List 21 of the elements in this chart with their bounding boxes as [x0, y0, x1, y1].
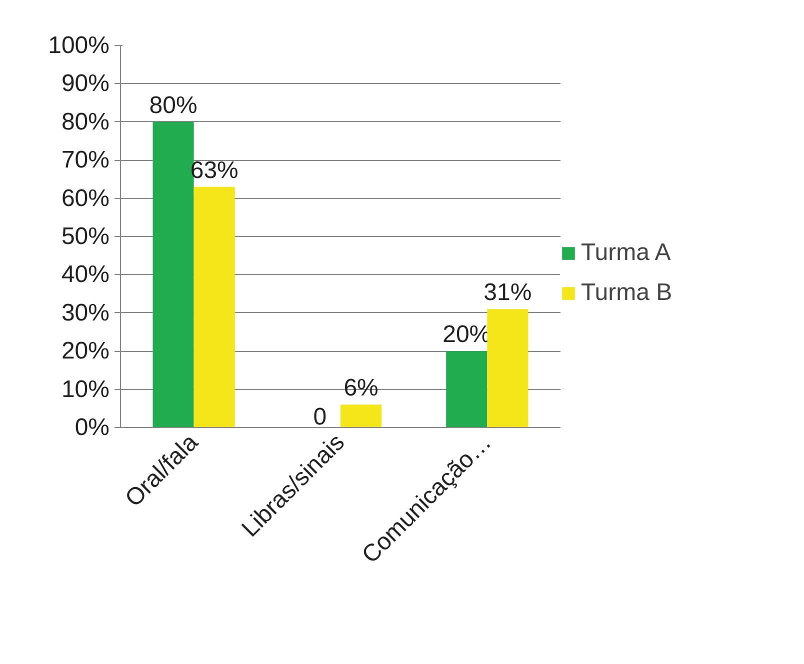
bar	[194, 186, 235, 428]
legend-label: Turma B	[581, 279, 672, 307]
legend-label: Turma A	[581, 239, 671, 267]
data-label: 0	[313, 404, 327, 430]
data-label: 31%	[484, 279, 532, 306]
y-tick-label: 80%	[61, 108, 110, 136]
data-label: 6%	[344, 374, 378, 402]
y-tick-label: 20%	[61, 338, 110, 365]
bar	[487, 309, 528, 428]
y-tick-label: 50%	[61, 223, 110, 250]
y-tick-label: 40%	[61, 261, 110, 288]
y-tick-label: 30%	[61, 299, 110, 326]
bar	[340, 404, 382, 428]
y-tick-label: 90%	[61, 70, 110, 98]
bar	[446, 351, 488, 428]
y-tick-label: 70%	[61, 146, 110, 174]
data-label: 80%	[149, 92, 198, 119]
y-tick-label: 10%	[61, 376, 110, 403]
y-tick-label: 100%	[48, 32, 110, 59]
y-tick-label: 60%	[61, 184, 110, 212]
y-tick-label: 0%	[74, 414, 110, 441]
